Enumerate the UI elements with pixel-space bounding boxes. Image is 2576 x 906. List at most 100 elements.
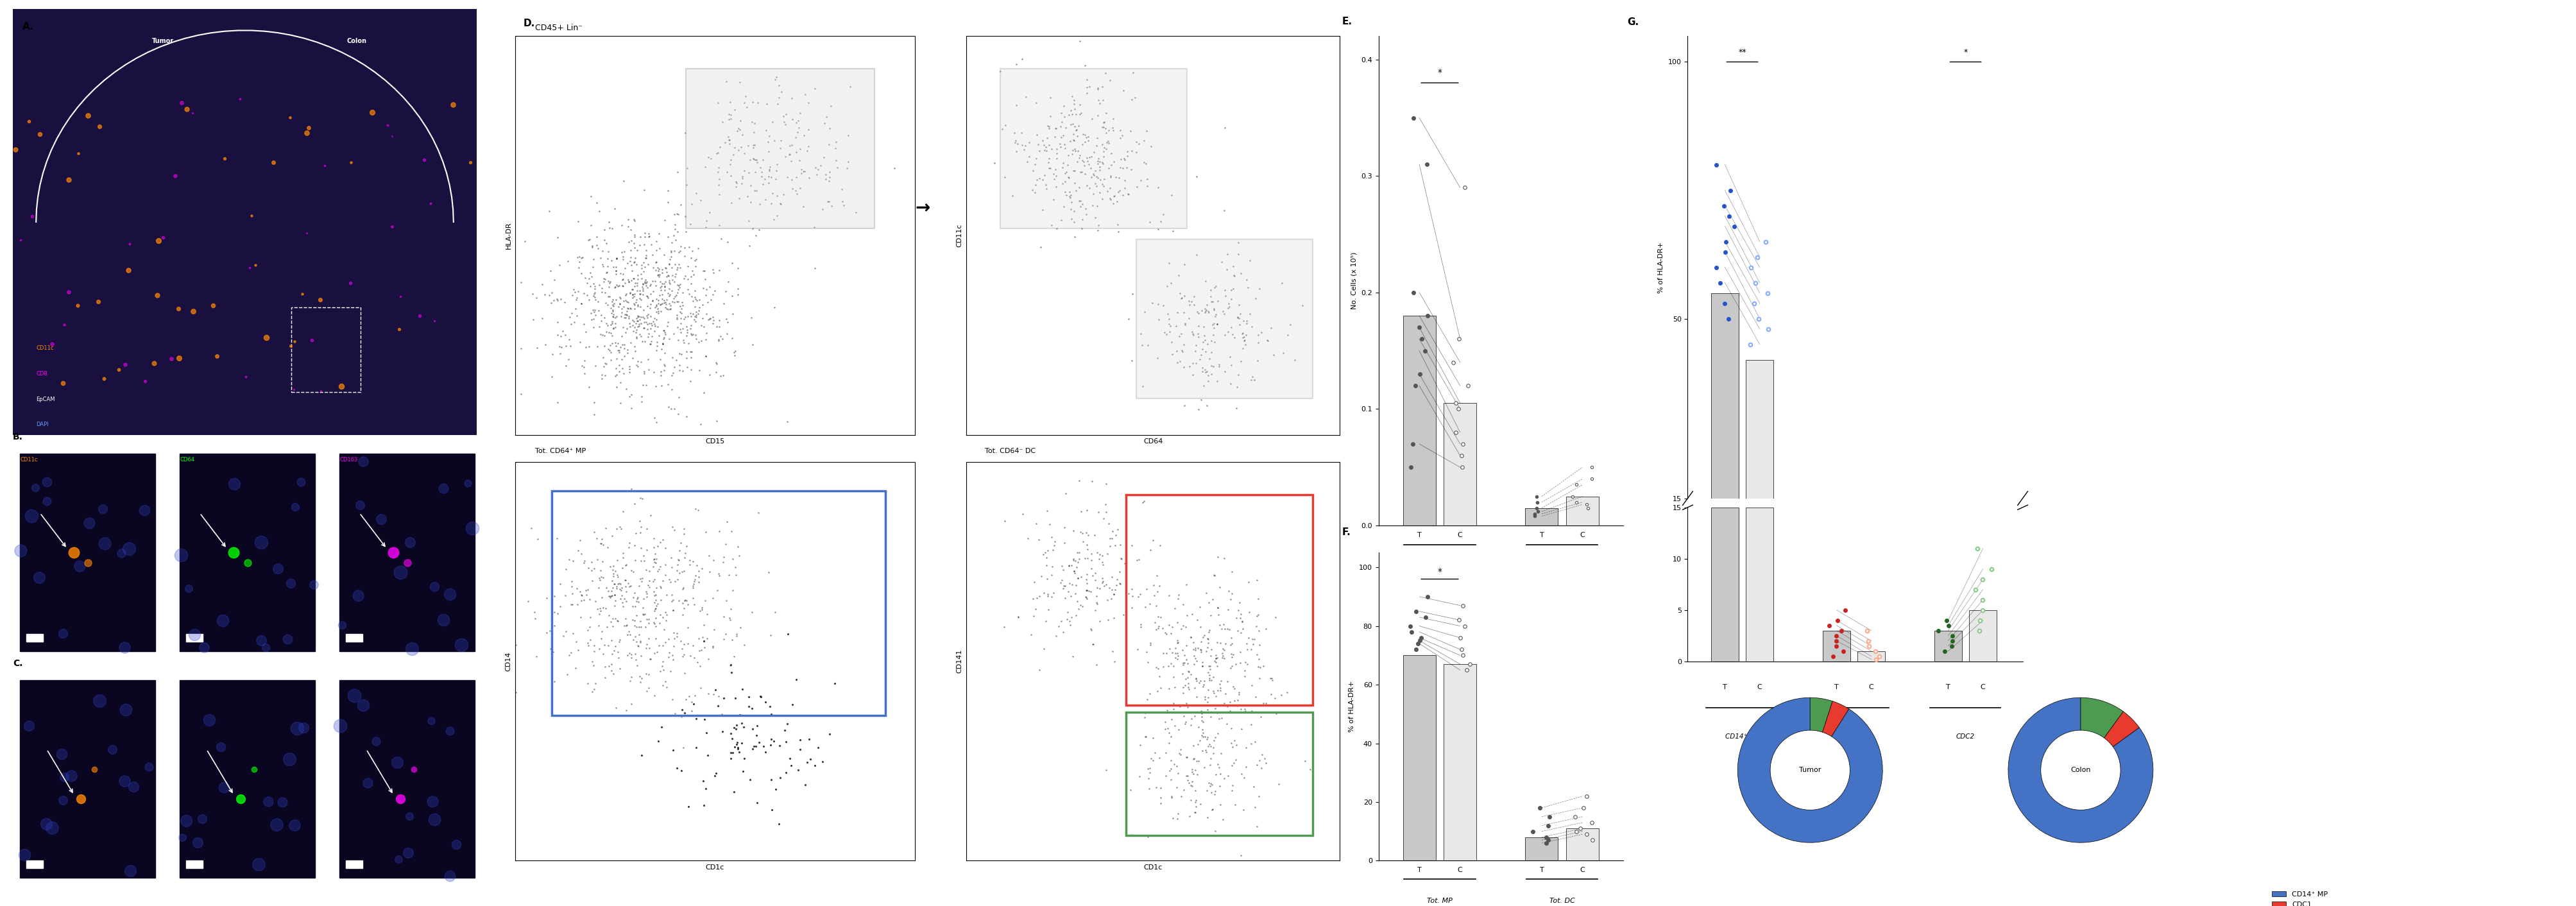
Point — [647, 302, 688, 316]
Point — [783, 777, 824, 792]
Point — [626, 290, 667, 304]
Point — [714, 345, 755, 360]
Point — [1216, 737, 1257, 752]
Point — [667, 240, 708, 255]
Point — [670, 289, 711, 304]
Point — [1015, 178, 1056, 192]
Point — [1257, 777, 1298, 792]
Point — [732, 722, 773, 737]
Point — [1100, 130, 1141, 145]
Point — [1036, 120, 1077, 135]
Point — [598, 342, 639, 357]
Point — [1059, 180, 1100, 195]
Point — [783, 129, 824, 143]
Point — [659, 362, 701, 377]
Point — [551, 306, 592, 321]
Point — [574, 593, 616, 608]
Bar — [185, 860, 204, 868]
Point — [1100, 577, 1141, 592]
Point — [716, 737, 757, 751]
Point — [755, 72, 796, 87]
Point — [623, 237, 665, 252]
Point — [654, 631, 696, 646]
Point — [662, 521, 703, 535]
Point — [788, 139, 829, 153]
Point — [724, 146, 765, 160]
Point — [626, 612, 667, 626]
Text: **: ** — [1739, 48, 1747, 57]
Point — [580, 327, 621, 342]
Point — [1069, 157, 1110, 171]
Point — [621, 329, 662, 343]
Point — [1061, 599, 1103, 613]
Point — [994, 126, 1036, 140]
Point — [618, 286, 659, 301]
Point — [1066, 150, 1108, 165]
Point — [1072, 149, 1113, 164]
Point — [626, 248, 667, 263]
Point — [1224, 704, 1265, 718]
Point — [641, 336, 683, 351]
Point — [1239, 789, 1280, 804]
Point — [670, 309, 711, 323]
Point — [595, 588, 636, 602]
Point — [757, 97, 799, 111]
Point — [1121, 617, 1162, 631]
Point — [577, 304, 618, 318]
Point — [644, 568, 685, 583]
Point — [1092, 525, 1133, 539]
Point — [765, 734, 806, 748]
Point — [1239, 671, 1280, 686]
Point — [605, 288, 647, 303]
Point — [1198, 601, 1239, 615]
Point — [618, 309, 659, 323]
Point — [765, 717, 806, 731]
Point — [564, 554, 605, 568]
Point — [1218, 686, 1260, 700]
Point — [1066, 583, 1108, 597]
Point — [1164, 639, 1206, 653]
Point — [608, 302, 649, 316]
Point — [750, 129, 791, 143]
Point — [786, 143, 827, 158]
Point — [636, 343, 677, 358]
Point — [582, 537, 623, 552]
Point — [1100, 128, 1141, 142]
Point — [600, 291, 641, 305]
Point — [572, 289, 613, 304]
Point — [644, 247, 685, 262]
Point — [611, 318, 652, 333]
Point — [595, 613, 636, 628]
Point — [652, 551, 693, 565]
Point — [533, 294, 574, 308]
Point — [567, 636, 608, 651]
Point — [1190, 289, 1231, 304]
Point — [665, 209, 706, 224]
Point — [711, 525, 752, 539]
Point — [1126, 706, 1167, 720]
Point — [652, 593, 693, 608]
Point — [1139, 621, 1180, 635]
Point — [605, 307, 647, 322]
Point — [1182, 630, 1224, 644]
Point — [685, 349, 726, 363]
Point — [1128, 686, 1170, 700]
Point — [672, 574, 714, 589]
Point — [623, 312, 665, 326]
Point — [1213, 756, 1255, 770]
Point — [765, 117, 806, 131]
Point — [667, 539, 708, 554]
Point — [688, 651, 729, 666]
Point — [641, 279, 683, 294]
Point — [1167, 699, 1208, 714]
Point — [598, 576, 639, 591]
Point — [592, 528, 634, 543]
Point — [618, 514, 659, 528]
Point — [1061, 138, 1103, 152]
Point — [613, 255, 654, 270]
Point — [657, 224, 698, 238]
Point — [788, 170, 829, 185]
Point — [662, 582, 703, 596]
Bar — [1404, 316, 1435, 525]
Point — [629, 680, 670, 695]
